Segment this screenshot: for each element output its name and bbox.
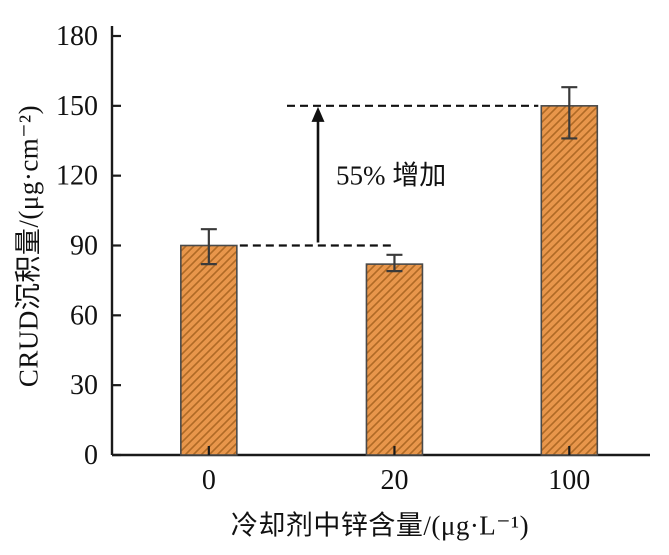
x-axis-title: 冷却剂中锌含量/(μg·L⁻¹): [230, 510, 530, 541]
x-tick-label: 100: [548, 465, 590, 496]
bar-100: [540, 105, 599, 456]
x-tick-label: 20: [380, 465, 408, 496]
increase-arrow-head: [311, 106, 325, 122]
annotation-text: 55% 增加: [336, 161, 446, 191]
y-tick-label: 60: [70, 300, 98, 331]
y-tick-label: 0: [84, 440, 98, 471]
bar-0: [180, 244, 238, 456]
y-tick-label: 90: [70, 231, 98, 262]
y-tick-label: 30: [70, 370, 98, 401]
y-tick-label: 120: [56, 161, 98, 192]
y-axis-title: CRUD沉积量/(μg·cm⁻²): [13, 104, 44, 388]
y-tick-label: 150: [56, 91, 98, 122]
x-tick-label: 0: [202, 465, 216, 496]
bar-20: [365, 263, 424, 456]
y-tick-label: 180: [56, 21, 98, 52]
